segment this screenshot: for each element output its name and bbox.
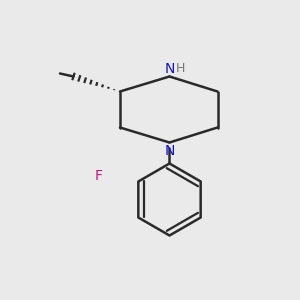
- Text: F: F: [95, 169, 103, 182]
- Text: N: N: [164, 144, 175, 158]
- Text: H: H: [175, 62, 185, 76]
- Text: N: N: [164, 62, 175, 76]
